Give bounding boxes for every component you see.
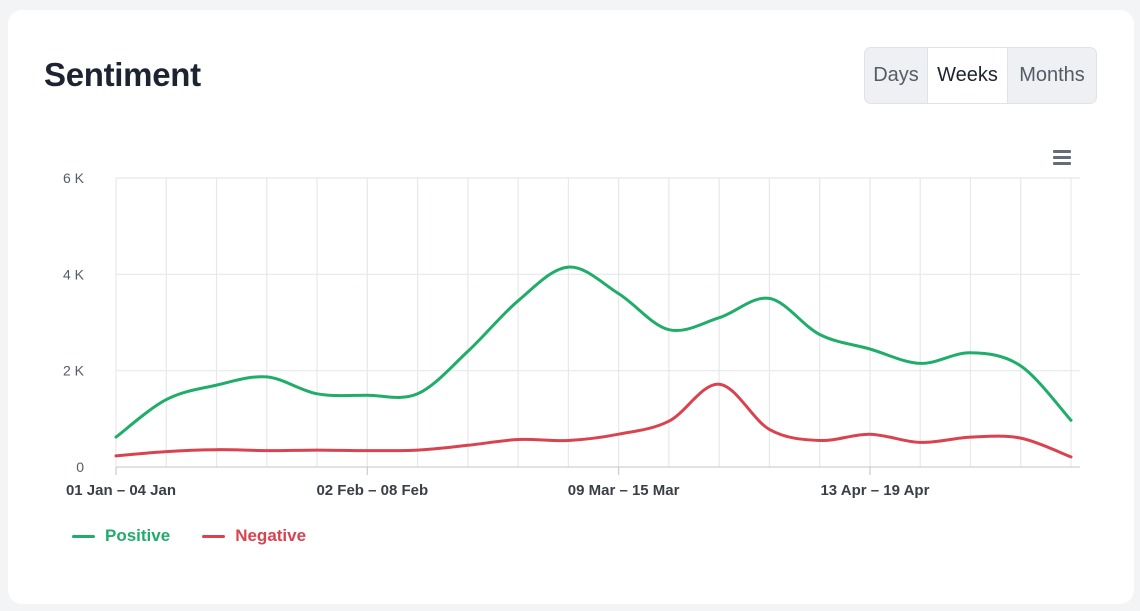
x-tick-label: 02 Feb – 08 Feb [316,482,428,499]
legend-swatch-negative [202,534,226,538]
chart-legend: Positive Negative [72,526,306,546]
x-tick-label: 01 Jan – 04 Jan [66,482,176,499]
series-line-positive [114,265,1073,439]
sentiment-card: Sentiment Days Weeks Months Positive Neg… [8,10,1134,604]
y-tick-label: 0 [76,459,84,475]
x-tick-label: 13 Apr – 19 Apr [820,482,929,499]
range-days-button[interactable]: Days [873,64,919,86]
page-title: Sentiment [44,56,201,93]
legend-label-positive: Positive [105,526,171,545]
legend-swatch-positive [72,534,95,538]
x-tick-label: 09 Mar – 15 Mar [568,482,680,499]
range-selector: Days Weeks Months [864,47,1097,104]
range-months-button[interactable]: Months [1007,48,1096,103]
legend-item-negative[interactable]: Negative [202,526,306,546]
legend-item-positive[interactable]: Positive [72,526,170,546]
hamburger-menu-icon[interactable] [1051,147,1075,169]
legend-label-negative: Negative [235,526,307,545]
y-tick-label: 4 K [63,266,85,282]
range-weeks-button[interactable]: Weeks [927,48,1007,103]
y-tick-label: 6 K [63,170,85,186]
y-tick-label: 2 K [63,363,85,379]
series-line-negative [114,382,1073,459]
